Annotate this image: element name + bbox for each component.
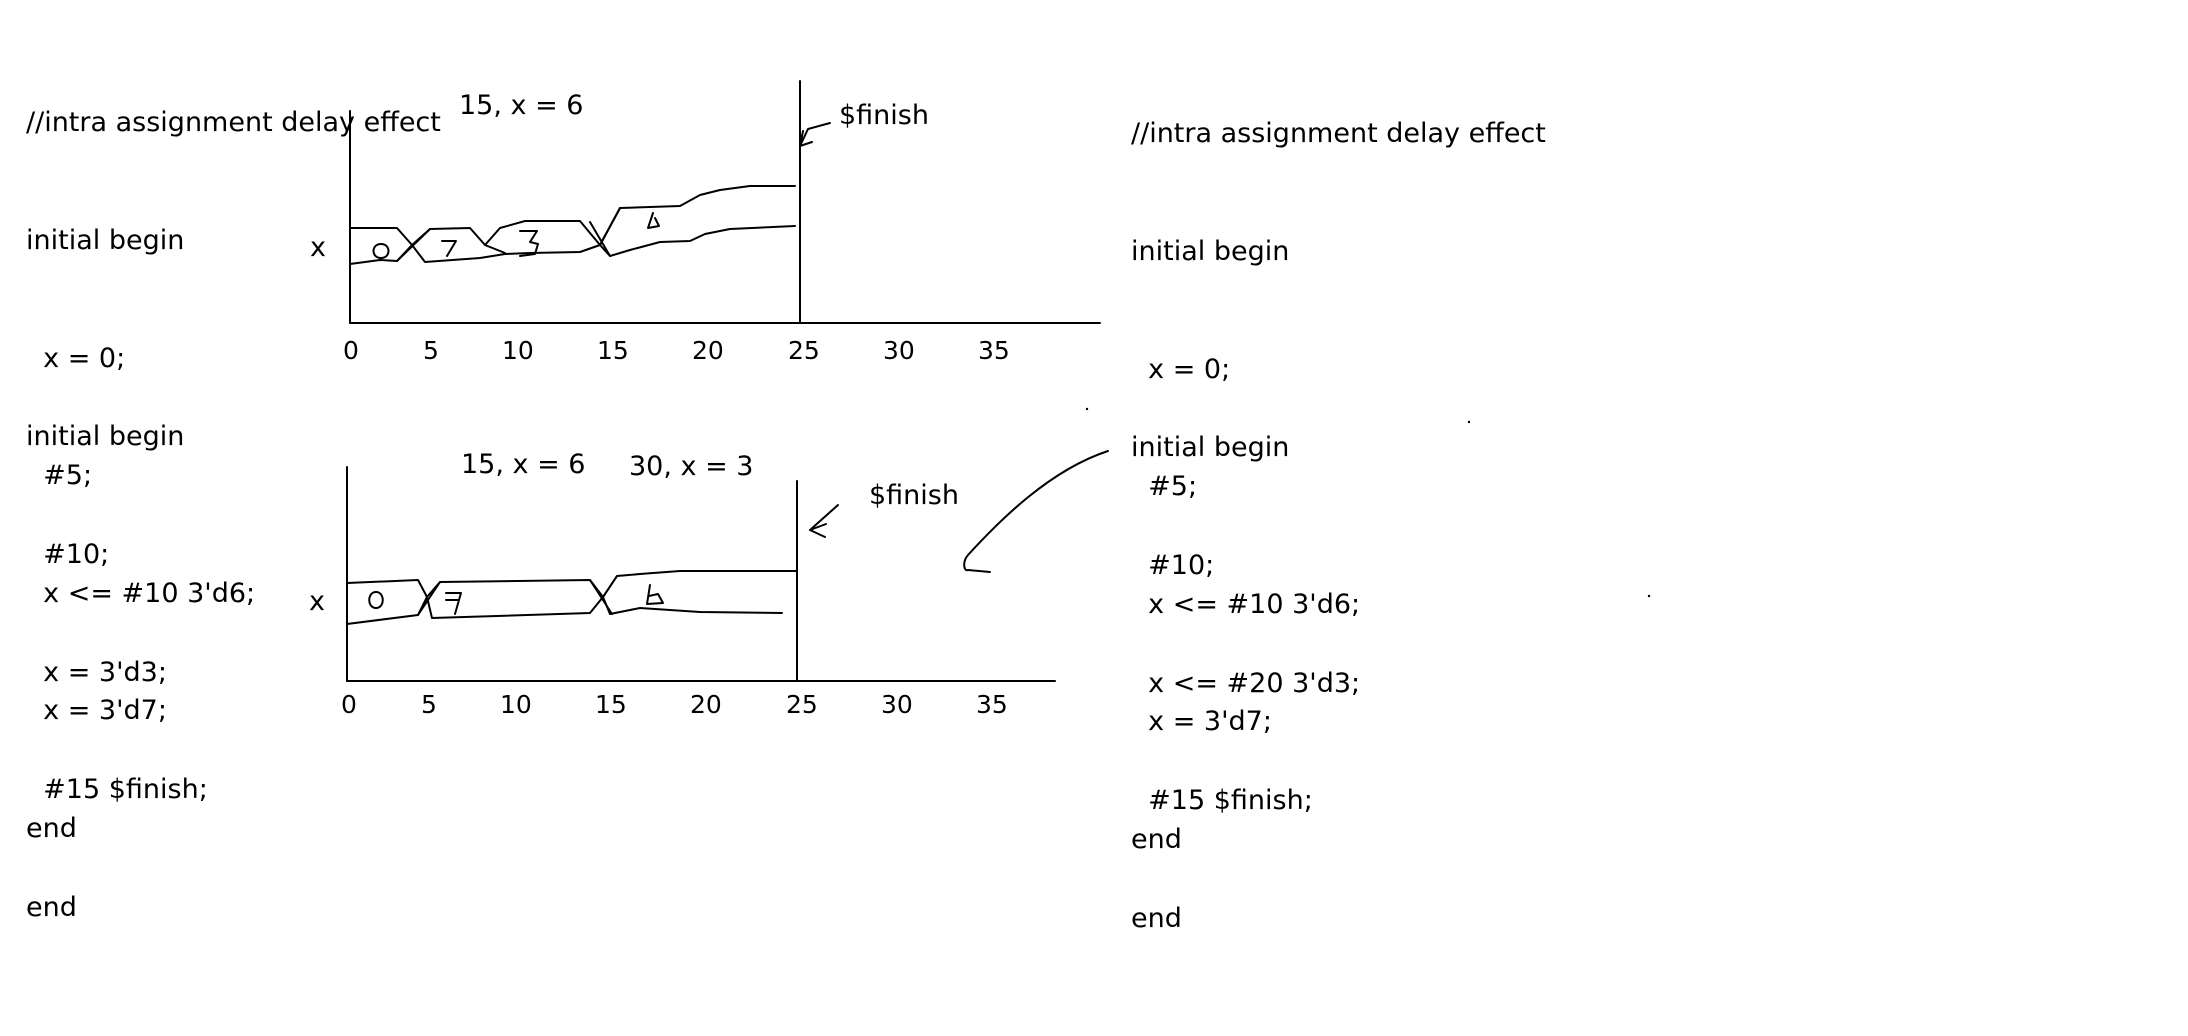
code-line: initial begin: [1131, 432, 1290, 464]
top-seg-0: [372, 243, 390, 259]
code-line: #15 $finish;: [1131, 785, 1313, 817]
code-line: end: [1131, 823, 1182, 855]
code-line: #5;: [1131, 471, 1198, 503]
tick-label: 25: [786, 690, 818, 719]
bottom-signal-upper: [346, 570, 798, 598]
code-line: x = 3'd7;: [26, 695, 167, 727]
tick-label: 15: [597, 336, 629, 365]
bottom-signal-lower: [346, 596, 783, 625]
bottom-seg-6: [646, 584, 664, 605]
bottom-transition-cross: [417, 575, 618, 616]
top-signal-lower: [349, 225, 796, 265]
code-line: x <= #10 3'd6;: [1131, 588, 1361, 620]
bottom-signal-label: x: [309, 586, 325, 617]
code-block-right-2: initial begin #10; x <= #20 3'd3; #15 $f…: [1131, 350, 1360, 977]
code-block-left-2: initial begin #10; x = 3'd3; #15 $finish…: [26, 339, 208, 966]
tick-label: 20: [690, 690, 722, 719]
code-line: x <= #10 3'd6;: [26, 577, 256, 609]
tick-label: 20: [692, 336, 724, 365]
code-line: initial begin: [1131, 236, 1290, 267]
bottom-annotation-2: 30, x = 3: [629, 451, 754, 482]
code-line: #10;: [1131, 550, 1215, 581]
top-signal-upper: [349, 185, 796, 246]
code-line: x = 3'd3;: [26, 656, 167, 688]
tick-label: 15: [595, 690, 627, 719]
tick-label: 0: [341, 690, 357, 719]
tick-label: 10: [502, 336, 534, 365]
code-line: end: [26, 812, 77, 844]
stray-dot: [1467, 420, 1471, 424]
code-line: x <= #20 3'd3;: [1131, 667, 1361, 699]
code-line: #15 $finish;: [26, 774, 208, 806]
stray-dot: [1647, 594, 1651, 598]
top-annotation: 15, x = 6: [459, 90, 584, 121]
code-line: initial begin: [26, 225, 185, 256]
tick-label: 25: [788, 336, 820, 365]
code-line: end: [1131, 902, 1182, 934]
tick-label: 35: [978, 336, 1010, 365]
bottom-seg-7: [445, 592, 462, 615]
top-seg-7: [441, 240, 457, 257]
code-line: #10;: [26, 539, 110, 570]
top-signal-label: x: [310, 232, 326, 263]
code-line: x = 0;: [1131, 353, 1231, 385]
tick-label: 30: [883, 336, 915, 365]
bottom-annotation-1: 15, x = 6: [461, 449, 586, 480]
code-line: //intra assignment delay effect: [1131, 118, 1546, 150]
bottom-finish-label: $finish: [869, 480, 959, 511]
code-line: #5;: [26, 460, 93, 492]
bottom-finish-arrow: [809, 504, 839, 538]
code-line: x = 0;: [26, 342, 126, 374]
top-seg-6: [647, 212, 660, 229]
bottom-seg-0: [368, 591, 384, 609]
stray-dot: [1085, 407, 1089, 411]
code-line: initial begin: [26, 421, 185, 453]
code-line: x = 3'd7;: [1131, 706, 1272, 738]
tick-label: 5: [421, 690, 437, 719]
tick-label: 10: [500, 690, 532, 719]
code-block-right-1: //intra assignment delay effect initial …: [1131, 36, 1546, 898]
top-finish-arrow: [799, 122, 831, 147]
tick-label: 30: [881, 690, 913, 719]
code-line: end: [26, 891, 77, 923]
code-block-left-1: //intra assignment delay effect initial …: [26, 25, 441, 887]
top-finish-label: $finish: [839, 100, 929, 131]
tick-label: 0: [343, 336, 359, 365]
long-pointer-arrow: [963, 450, 1109, 573]
tick-label: 35: [976, 690, 1008, 719]
tick-label: 5: [423, 336, 439, 365]
top-seg-3: [519, 230, 539, 257]
top-transition-cross: [396, 207, 621, 262]
code-line: //intra assignment delay effect: [26, 107, 441, 139]
